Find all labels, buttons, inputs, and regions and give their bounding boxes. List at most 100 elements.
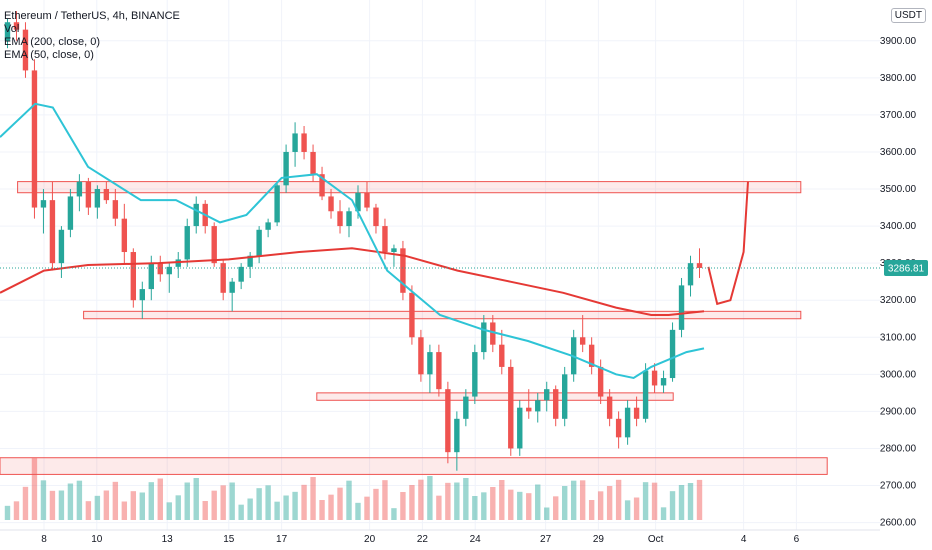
time-tick-label: 13: [162, 534, 174, 545]
ema-50-line: [0, 102, 705, 380]
candle-body: [301, 133, 307, 152]
candle-body: [373, 207, 379, 227]
candle-body: [660, 378, 667, 386]
volume-bar: [579, 480, 586, 520]
candle-body: [588, 344, 595, 367]
price-zone: [0, 457, 828, 475]
candle-body: [148, 263, 154, 290]
candle-body: [310, 151, 316, 175]
candle-body: [624, 407, 631, 438]
candle-body: [58, 229, 65, 264]
candle-body: [319, 174, 325, 197]
currency-unit-button[interactable]: USDT: [890, 8, 926, 23]
volume-bar: [265, 485, 271, 520]
volume-bar: [337, 487, 343, 520]
candle-body: [418, 337, 424, 375]
volume-bar: [544, 507, 550, 520]
volume-bar: [409, 485, 415, 520]
volume-bar: [184, 482, 190, 520]
volume-bar: [427, 476, 433, 520]
candle-body: [31, 70, 38, 208]
candle-body: [229, 281, 235, 293]
volume-bar: [256, 488, 262, 520]
volume-bar: [687, 483, 694, 520]
candle-body: [472, 352, 478, 397]
candle-body: [94, 189, 101, 208]
time-tick-label: 29: [593, 534, 605, 545]
chart-legend: Ethereum / TetherUS, 4h, BINANCE Vol EMA…: [4, 10, 180, 62]
time-tick-label: 6: [794, 534, 800, 545]
chart-grid: [0, 0, 880, 530]
volume-bar: [193, 478, 199, 520]
candle-body: [67, 196, 74, 230]
price-tick-label: 3600.00: [880, 147, 917, 158]
candle-body: [130, 252, 137, 301]
volume-bar: [400, 492, 406, 520]
candle-body: [400, 248, 406, 293]
candle-body: [633, 407, 640, 419]
volume-bar: [633, 497, 640, 520]
time-tick-label: 8: [41, 534, 47, 545]
candle-body: [669, 329, 676, 379]
volume-bar: [49, 490, 56, 520]
price-tick-label: 3500.00: [880, 184, 917, 195]
price-zone: [316, 392, 674, 401]
time-tick-label: 27: [540, 534, 552, 545]
candle-body: [615, 418, 622, 438]
candle-body: [157, 263, 163, 275]
candle-body: [220, 263, 226, 293]
last-price-value: 3286.81: [888, 264, 925, 275]
volume-bar: [148, 482, 154, 520]
indicator-vol[interactable]: Vol: [4, 23, 20, 35]
volume-bar: [535, 484, 541, 520]
volume-bar: [283, 495, 289, 520]
time-axis: 8 10 13 15 17 20 22 24 27 29 Oct 4 6: [0, 529, 880, 545]
ema-200-line: [0, 247, 705, 316]
volume-bar: [660, 507, 667, 520]
volume-bar: [103, 490, 110, 520]
volume-bar: [22, 486, 29, 520]
volume-bar: [121, 501, 128, 520]
volume-bars: [4, 458, 703, 520]
volume-bar: [4, 505, 11, 520]
volume-bar: [292, 491, 298, 520]
volume-bar: [678, 485, 685, 520]
candle-body: [238, 266, 244, 282]
candle-body: [508, 366, 514, 449]
price-tick-label: 3800.00: [880, 73, 917, 84]
volume-bar: [526, 493, 532, 520]
indicator-ema50[interactable]: EMA (50, close, 0): [4, 49, 94, 61]
volume-bar: [364, 496, 370, 520]
volume-bar: [157, 478, 163, 520]
volume-bar: [310, 477, 316, 520]
volume-bar: [562, 486, 568, 520]
volume-bar: [355, 502, 361, 520]
volume-bar: [175, 495, 181, 520]
candle-body: [436, 352, 442, 390]
volume-bar: [418, 479, 424, 520]
candle-body: [346, 211, 352, 227]
candle-body: [265, 222, 271, 230]
price-tick-label: 3700.00: [880, 110, 917, 121]
volume-bar: [382, 480, 388, 520]
symbol-title: Ethereum / TetherUS, 4h, BINANCE: [4, 10, 180, 22]
projection-line: [707, 181, 749, 306]
time-tick-label: 10: [91, 534, 103, 545]
volume-bar: [319, 500, 325, 520]
candle-body: [490, 322, 496, 345]
volume-bar: [238, 504, 244, 520]
candle-body: [382, 226, 388, 253]
volume-bar: [112, 481, 119, 520]
volume-bar: [202, 501, 208, 520]
candle-body: [364, 192, 370, 208]
candle-body: [166, 266, 172, 275]
volume-bar: [642, 482, 649, 520]
indicator-ema200[interactable]: EMA (200, close, 0): [4, 36, 100, 48]
volume-bar: [606, 486, 613, 520]
price-axis: 2600.00 2700.00 2800.00 2900.00 3000.00 3100.…: [880, 36, 917, 529]
candle-body: [193, 203, 199, 227]
candle-body: [103, 189, 110, 201]
volume-bar: [130, 491, 137, 520]
price-tick-label: 2800.00: [880, 443, 917, 454]
